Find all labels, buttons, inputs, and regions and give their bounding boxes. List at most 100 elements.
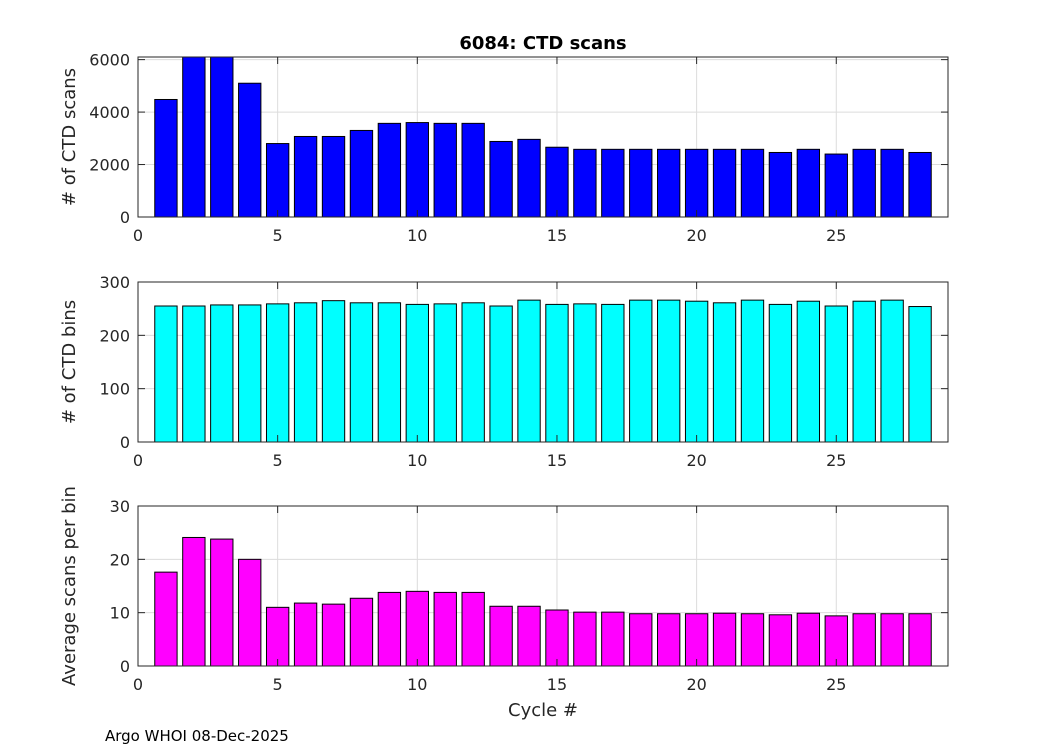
bar-cycle-1 bbox=[154, 98, 178, 218]
axes-frame bbox=[137, 505, 949, 667]
bar-cycle-2 bbox=[182, 305, 206, 443]
bar-cycle-6 bbox=[293, 302, 318, 443]
y-tick-label: 100 bbox=[99, 380, 130, 399]
bar-cycle-5 bbox=[265, 303, 290, 443]
bar-cycle-17 bbox=[601, 611, 625, 667]
bar-cycle-21 bbox=[712, 302, 737, 443]
bar-cycle-10 bbox=[405, 590, 429, 667]
bar-cycle-7 bbox=[321, 135, 346, 218]
axes-frame bbox=[137, 281, 949, 443]
bar-cycle-21 bbox=[712, 612, 737, 667]
bar-cycle-17 bbox=[601, 148, 625, 218]
bar-cycle-4 bbox=[238, 304, 262, 443]
bar-cycle-3 bbox=[210, 538, 234, 667]
bar-cycle-16 bbox=[573, 611, 597, 667]
bar-cycle-16 bbox=[573, 148, 597, 218]
y-tick-label: 20 bbox=[110, 550, 130, 569]
bar-cycle-12 bbox=[461, 122, 485, 218]
bar-cycle-9 bbox=[377, 122, 402, 218]
x-tick-label: 5 bbox=[273, 226, 283, 245]
bar-cycle-14 bbox=[517, 138, 541, 218]
x-tick-label: 15 bbox=[547, 226, 567, 245]
bar-cycle-8 bbox=[349, 302, 374, 443]
bar-cycle-8 bbox=[349, 597, 374, 667]
bar-cycle-15 bbox=[545, 146, 569, 218]
y-tick-label: 30 bbox=[110, 497, 130, 516]
bar-cycle-5 bbox=[265, 143, 290, 218]
bar-cycle-14 bbox=[517, 605, 541, 667]
y-tick-label: 4000 bbox=[89, 103, 130, 122]
bar-cycle-25 bbox=[824, 305, 848, 443]
bar-cycle-13 bbox=[489, 605, 513, 667]
bar-cycle-10 bbox=[405, 122, 429, 218]
bar-cycle-24 bbox=[796, 148, 821, 218]
bar-cycle-20 bbox=[684, 300, 709, 443]
bar-cycle-27 bbox=[880, 148, 904, 218]
bar-cycle-11 bbox=[433, 303, 457, 443]
bar-cycle-26 bbox=[852, 148, 876, 218]
bar-cycle-1 bbox=[154, 305, 178, 443]
x-tick-label: 20 bbox=[686, 675, 706, 694]
y-axis-label: # of CTD bins bbox=[59, 300, 80, 424]
x-tick-label: 5 bbox=[273, 675, 283, 694]
x-tick-label: 15 bbox=[547, 451, 567, 470]
bar-cycle-13 bbox=[489, 140, 513, 218]
bar-cycle-28 bbox=[908, 613, 932, 667]
bar-cycle-6 bbox=[293, 135, 318, 218]
bar-cycle-22 bbox=[740, 148, 765, 218]
bar-cycle-9 bbox=[377, 302, 402, 443]
bar-cycle-8 bbox=[349, 129, 374, 218]
bar-cycle-23 bbox=[768, 303, 793, 443]
x-tick-label: 0 bbox=[133, 451, 143, 470]
bar-cycle-7 bbox=[321, 300, 346, 443]
bar-cycle-22 bbox=[740, 299, 765, 443]
y-axis-label: Average scans per bin bbox=[59, 486, 80, 686]
y-tick-label: 0 bbox=[120, 208, 130, 227]
x-axis-label: Cycle # bbox=[508, 700, 578, 721]
x-tick-label: 25 bbox=[826, 675, 846, 694]
bar-cycle-25 bbox=[824, 153, 848, 218]
y-tick-label: 300 bbox=[99, 273, 130, 292]
bar-cycle-24 bbox=[796, 612, 821, 667]
bar-cycle-4 bbox=[238, 558, 262, 667]
x-tick-label: 15 bbox=[547, 675, 567, 694]
y-tick-label: 10 bbox=[110, 604, 130, 623]
bar-cycle-19 bbox=[657, 299, 681, 443]
bar-cycle-2 bbox=[182, 56, 206, 218]
bar-cycle-11 bbox=[433, 122, 457, 218]
x-tick-label: 0 bbox=[133, 675, 143, 694]
bar-cycle-21 bbox=[712, 148, 737, 218]
x-tick-label: 0 bbox=[133, 226, 143, 245]
chart-title: 6084: CTD scans bbox=[459, 33, 626, 54]
bar-cycle-15 bbox=[545, 609, 569, 667]
chart-panel-3: 0 5 10 15 20 25 0 10 20 30 Average scans per bin Cy… bbox=[59, 486, 949, 721]
bar-cycle-18 bbox=[629, 148, 653, 218]
bar-cycle-18 bbox=[629, 299, 653, 443]
bar-cycle-28 bbox=[908, 306, 932, 443]
footer-credit: Argo WHOI 08-Dec-2025 bbox=[105, 727, 289, 745]
bar-cycle-20 bbox=[684, 148, 709, 218]
chart-panel-1: 0 5 10 15 20 25 0 2000 4000 6000 # of CTD scans 608… bbox=[59, 33, 949, 245]
axes-frame bbox=[137, 56, 949, 218]
x-tick-label: 10 bbox=[407, 675, 427, 694]
bar-cycle-27 bbox=[880, 613, 904, 667]
y-tick-label: 0 bbox=[120, 433, 130, 452]
x-tick-label: 20 bbox=[686, 451, 706, 470]
bar-cycle-15 bbox=[545, 303, 569, 443]
bar-cycle-4 bbox=[238, 82, 262, 218]
bar-cycle-19 bbox=[657, 613, 681, 667]
y-axis-label: # of CTD scans bbox=[59, 68, 80, 206]
bar-cycle-26 bbox=[852, 613, 876, 667]
bar-cycle-3 bbox=[210, 304, 234, 443]
bar-cycle-26 bbox=[852, 300, 876, 443]
bar-cycle-9 bbox=[377, 591, 402, 667]
bar-cycle-10 bbox=[405, 303, 429, 443]
bar-cycle-7 bbox=[321, 603, 346, 667]
y-tick-label: 2000 bbox=[89, 156, 130, 175]
bar-cycle-25 bbox=[824, 615, 848, 667]
bar-cycle-14 bbox=[517, 299, 541, 443]
bar-cycle-5 bbox=[265, 606, 290, 667]
bar-cycle-22 bbox=[740, 613, 765, 667]
